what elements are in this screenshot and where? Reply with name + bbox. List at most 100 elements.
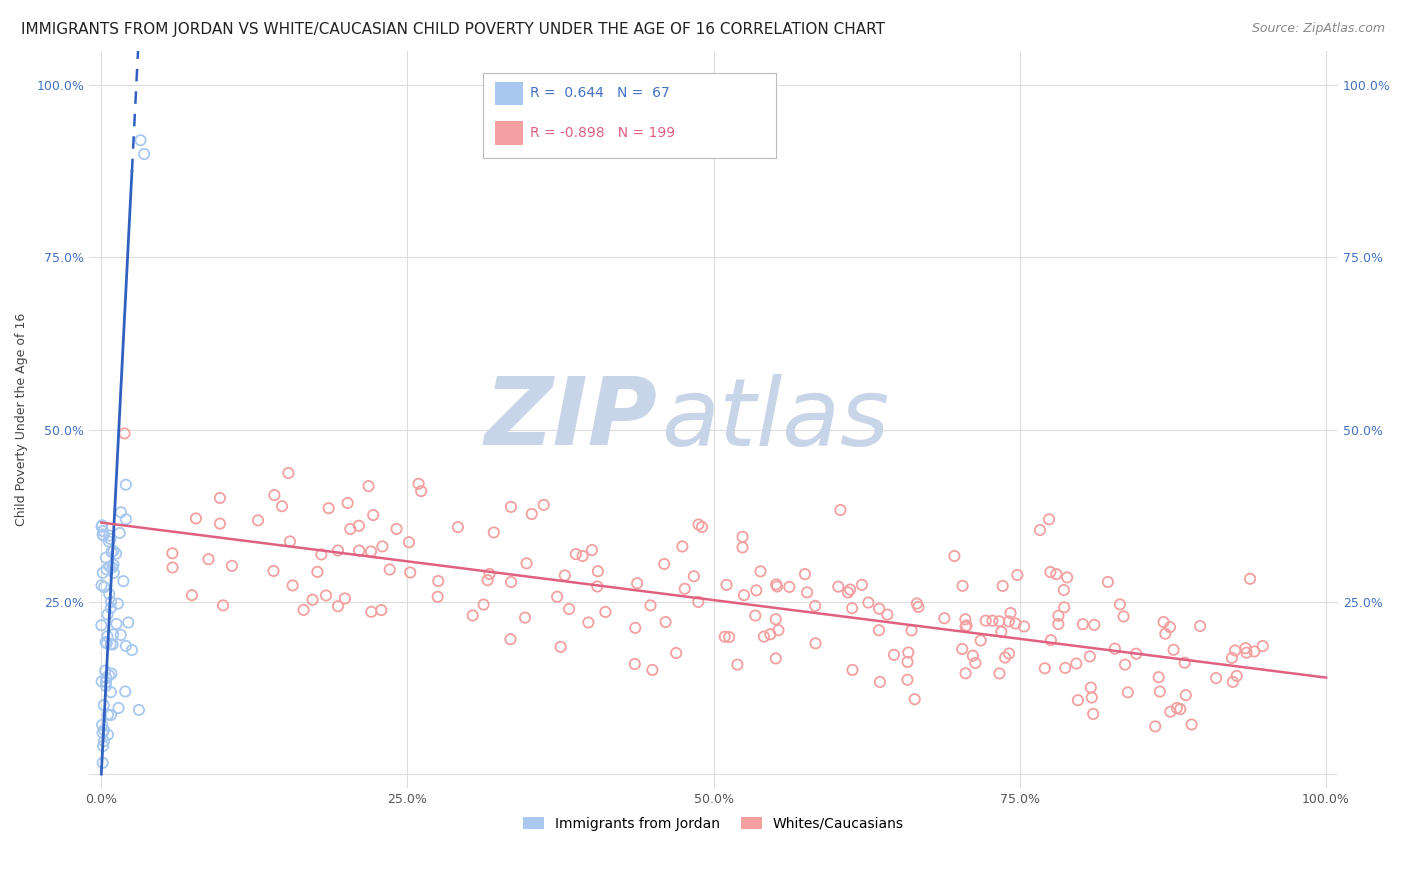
Point: [121, 643, 143, 657]
Point: [1112, 609, 1135, 624]
Point: [1116, 685, 1139, 699]
Point: [876, 607, 898, 622]
Point: [357, 479, 380, 493]
Point: [904, 692, 927, 706]
Point: [830, 503, 852, 517]
Text: Source: ZipAtlas.com: Source: ZipAtlas.com: [1251, 22, 1385, 36]
Point: [713, 630, 735, 644]
Point: [1078, 649, 1101, 664]
Point: [1153, 615, 1175, 629]
Point: [900, 624, 922, 638]
Point: [105, 616, 128, 631]
Point: [263, 564, 285, 578]
Point: [247, 513, 270, 527]
Point: [907, 599, 929, 614]
Point: [1189, 619, 1212, 633]
Point: [796, 585, 818, 599]
Point: [804, 636, 827, 650]
Point: [745, 583, 768, 598]
Point: [96, 671, 118, 685]
Point: [868, 624, 890, 638]
Point: [869, 675, 891, 690]
Point: [1154, 626, 1177, 640]
Point: [716, 578, 738, 592]
Point: [1039, 565, 1062, 579]
Point: [326, 599, 349, 614]
Point: [520, 507, 543, 521]
Point: [318, 501, 340, 516]
Point: [97, 707, 120, 722]
Point: [1071, 617, 1094, 632]
Point: [315, 589, 337, 603]
Point: [91, 739, 114, 753]
Point: [571, 549, 593, 563]
Point: [181, 588, 204, 602]
Point: [513, 610, 536, 624]
Point: [765, 577, 787, 591]
Point: [766, 580, 789, 594]
Point: [271, 500, 294, 514]
Point: [361, 508, 384, 522]
Point: [1083, 706, 1105, 721]
Point: [97, 534, 120, 549]
Point: [1047, 617, 1070, 632]
Point: [1104, 641, 1126, 656]
Point: [1222, 674, 1244, 689]
Point: [311, 548, 333, 562]
Point: [110, 505, 132, 519]
Point: [994, 650, 1017, 665]
Point: [837, 585, 859, 599]
Point: [94, 664, 117, 678]
Legend: Immigrants from Jordan, Whites/Caucasians: Immigrants from Jordan, Whites/Caucasian…: [517, 811, 910, 836]
Point: [115, 639, 138, 653]
Point: [90, 519, 112, 533]
Point: [1149, 684, 1171, 698]
Point: [339, 522, 361, 536]
Point: [1125, 647, 1147, 661]
Point: [1039, 633, 1062, 648]
Point: [1147, 670, 1170, 684]
Point: [100, 601, 122, 615]
Point: [768, 624, 790, 638]
Point: [1159, 620, 1181, 634]
Point: [347, 543, 370, 558]
Point: [1083, 617, 1105, 632]
Point: [1029, 523, 1052, 537]
Point: [586, 579, 609, 593]
Point: [103, 544, 125, 558]
Point: [128, 703, 150, 717]
Point: [1205, 671, 1227, 685]
Point: [360, 544, 382, 558]
Point: [1054, 661, 1077, 675]
Y-axis label: Child Poverty Under the Age of 16: Child Poverty Under the Age of 16: [15, 312, 28, 526]
Point: [1097, 574, 1119, 589]
Point: [100, 685, 122, 699]
Point: [107, 701, 129, 715]
Point: [752, 630, 775, 644]
Point: [277, 466, 299, 480]
Point: [1038, 512, 1060, 526]
Point: [114, 477, 136, 491]
Point: [1144, 719, 1167, 733]
Point: [108, 525, 131, 540]
Point: [94, 550, 117, 565]
Point: [184, 511, 207, 525]
Point: [1007, 568, 1029, 582]
Point: [90, 578, 112, 592]
Point: [998, 615, 1021, 629]
Point: [905, 597, 928, 611]
Point: [263, 488, 285, 502]
Point: [90, 674, 112, 689]
Point: [804, 599, 827, 613]
Point: [1159, 705, 1181, 719]
Point: [399, 566, 422, 580]
Point: [965, 656, 987, 670]
Point: [91, 524, 114, 538]
Point: [208, 516, 231, 531]
Point: [673, 582, 696, 596]
Point: [96, 629, 118, 643]
Point: [1109, 598, 1132, 612]
Point: [558, 602, 581, 616]
Point: [576, 615, 599, 630]
Point: [546, 590, 568, 604]
